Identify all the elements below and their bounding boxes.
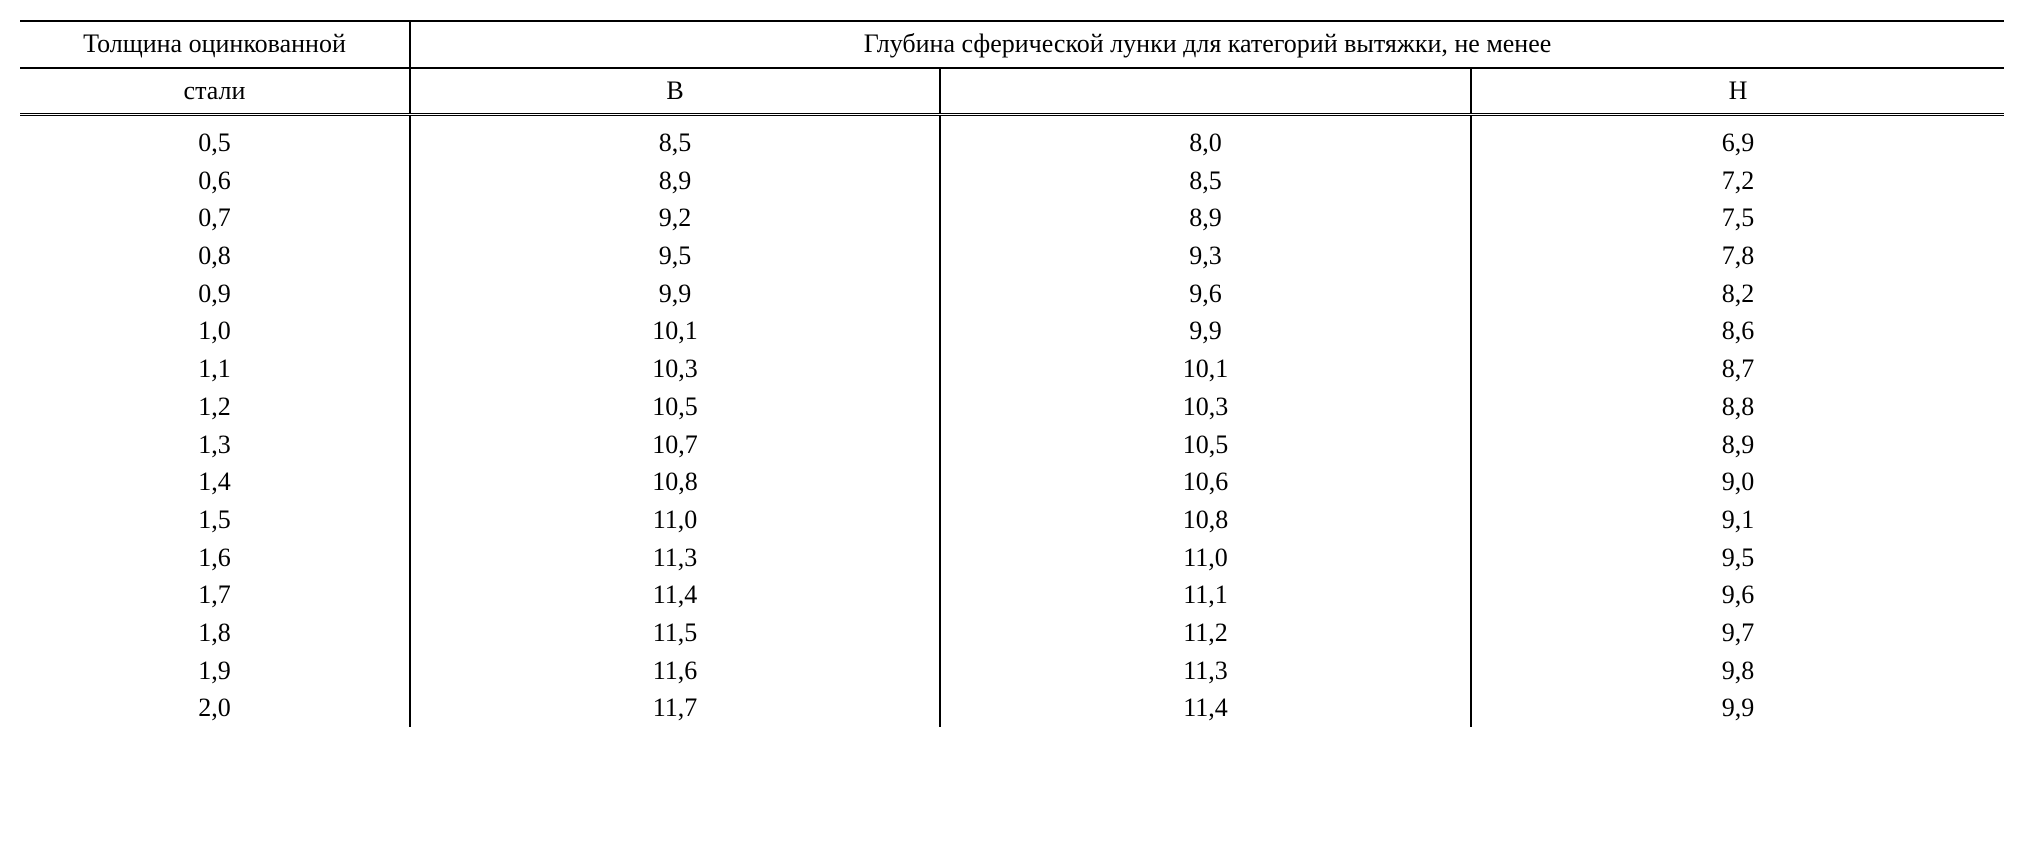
cell-H: 9,0 xyxy=(1471,463,2004,501)
cell-thickness: 1,1 xyxy=(20,350,410,388)
cell-mid: 10,6 xyxy=(940,463,1471,501)
cell-mid: 11,4 xyxy=(940,689,1471,727)
cell-B: 11,4 xyxy=(410,576,940,614)
cell-thickness: 0,7 xyxy=(20,199,410,237)
cell-B: 10,1 xyxy=(410,312,940,350)
cell-mid: 11,2 xyxy=(940,614,1471,652)
table-row: 1,410,810,69,0 xyxy=(20,463,2004,501)
cell-B: 11,3 xyxy=(410,539,940,577)
cell-B: 11,5 xyxy=(410,614,940,652)
header-thickness: Толщина оцинкованной xyxy=(20,21,410,68)
cell-thickness: 1,3 xyxy=(20,426,410,464)
cell-thickness: 0,9 xyxy=(20,275,410,313)
table-row: 1,310,710,58,9 xyxy=(20,426,2004,464)
cell-mid: 9,6 xyxy=(940,275,1471,313)
cell-B: 9,5 xyxy=(410,237,940,275)
cell-thickness: 2,0 xyxy=(20,689,410,727)
cell-H: 6,9 xyxy=(1471,115,2004,162)
table-row: 1,511,010,89,1 xyxy=(20,501,2004,539)
cell-H: 7,2 xyxy=(1471,162,2004,200)
cell-B: 10,7 xyxy=(410,426,940,464)
header-thickness-cont: стали xyxy=(20,68,410,115)
cell-thickness: 1,9 xyxy=(20,652,410,690)
table-body: 0,58,58,06,90,68,98,57,20,79,28,97,50,89… xyxy=(20,115,2004,728)
header-thickness-line2: стали xyxy=(184,76,246,105)
table-row: 0,79,28,97,5 xyxy=(20,199,2004,237)
cell-thickness: 1,8 xyxy=(20,614,410,652)
cell-mid: 8,9 xyxy=(940,199,1471,237)
cell-thickness: 1,7 xyxy=(20,576,410,614)
cell-H: 8,8 xyxy=(1471,388,2004,426)
cell-thickness: 0,5 xyxy=(20,115,410,162)
cell-H: 7,5 xyxy=(1471,199,2004,237)
cell-B: 11,6 xyxy=(410,652,940,690)
table-row: 1,911,611,39,8 xyxy=(20,652,2004,690)
table-row: 1,210,510,38,8 xyxy=(20,388,2004,426)
cell-B: 8,9 xyxy=(410,162,940,200)
cell-B: 10,8 xyxy=(410,463,940,501)
cell-H: 8,6 xyxy=(1471,312,2004,350)
cell-H: 8,9 xyxy=(1471,426,2004,464)
table-row: 0,99,99,68,2 xyxy=(20,275,2004,313)
cell-thickness: 1,5 xyxy=(20,501,410,539)
cell-H: 9,9 xyxy=(1471,689,2004,727)
table-row: 2,011,711,49,9 xyxy=(20,689,2004,727)
header-depth-span: Глубина сферической лунки для категорий … xyxy=(410,21,2004,68)
cell-mid: 9,3 xyxy=(940,237,1471,275)
cell-mid: 11,1 xyxy=(940,576,1471,614)
cell-mid: 11,0 xyxy=(940,539,1471,577)
table-row: 1,010,19,98,6 xyxy=(20,312,2004,350)
cell-B: 8,5 xyxy=(410,115,940,162)
header-col-B: В xyxy=(410,68,940,115)
cell-H: 7,8 xyxy=(1471,237,2004,275)
cell-mid: 11,3 xyxy=(940,652,1471,690)
cell-mid: 10,1 xyxy=(940,350,1471,388)
cell-B: 11,7 xyxy=(410,689,940,727)
steel-depth-table: Толщина оцинкованной Глубина сферической… xyxy=(20,20,2004,727)
cell-B: 9,2 xyxy=(410,199,940,237)
cell-thickness: 1,0 xyxy=(20,312,410,350)
cell-thickness: 1,2 xyxy=(20,388,410,426)
table-row: 0,68,98,57,2 xyxy=(20,162,2004,200)
cell-B: 11,0 xyxy=(410,501,940,539)
table-row: 1,711,411,19,6 xyxy=(20,576,2004,614)
cell-mid: 8,0 xyxy=(940,115,1471,162)
cell-H: 9,8 xyxy=(1471,652,2004,690)
cell-mid: 8,5 xyxy=(940,162,1471,200)
cell-H: 9,7 xyxy=(1471,614,2004,652)
cell-H: 8,7 xyxy=(1471,350,2004,388)
header-col-mid xyxy=(940,68,1471,115)
cell-mid: 10,5 xyxy=(940,426,1471,464)
cell-B: 9,9 xyxy=(410,275,940,313)
header-thickness-line1: Толщина оцинкованной xyxy=(83,29,346,58)
cell-B: 10,3 xyxy=(410,350,940,388)
cell-H: 9,5 xyxy=(1471,539,2004,577)
header-col-H: Н xyxy=(1471,68,2004,115)
cell-mid: 10,3 xyxy=(940,388,1471,426)
table-row: 1,611,311,09,5 xyxy=(20,539,2004,577)
cell-thickness: 0,8 xyxy=(20,237,410,275)
cell-H: 8,2 xyxy=(1471,275,2004,313)
cell-B: 10,5 xyxy=(410,388,940,426)
cell-H: 9,6 xyxy=(1471,576,2004,614)
table-row: 1,110,310,18,7 xyxy=(20,350,2004,388)
cell-mid: 9,9 xyxy=(940,312,1471,350)
table-row: 1,811,511,29,7 xyxy=(20,614,2004,652)
table-row: 0,89,59,37,8 xyxy=(20,237,2004,275)
cell-thickness: 1,4 xyxy=(20,463,410,501)
cell-thickness: 1,6 xyxy=(20,539,410,577)
cell-thickness: 0,6 xyxy=(20,162,410,200)
cell-H: 9,1 xyxy=(1471,501,2004,539)
table-row: 0,58,58,06,9 xyxy=(20,115,2004,162)
cell-mid: 10,8 xyxy=(940,501,1471,539)
